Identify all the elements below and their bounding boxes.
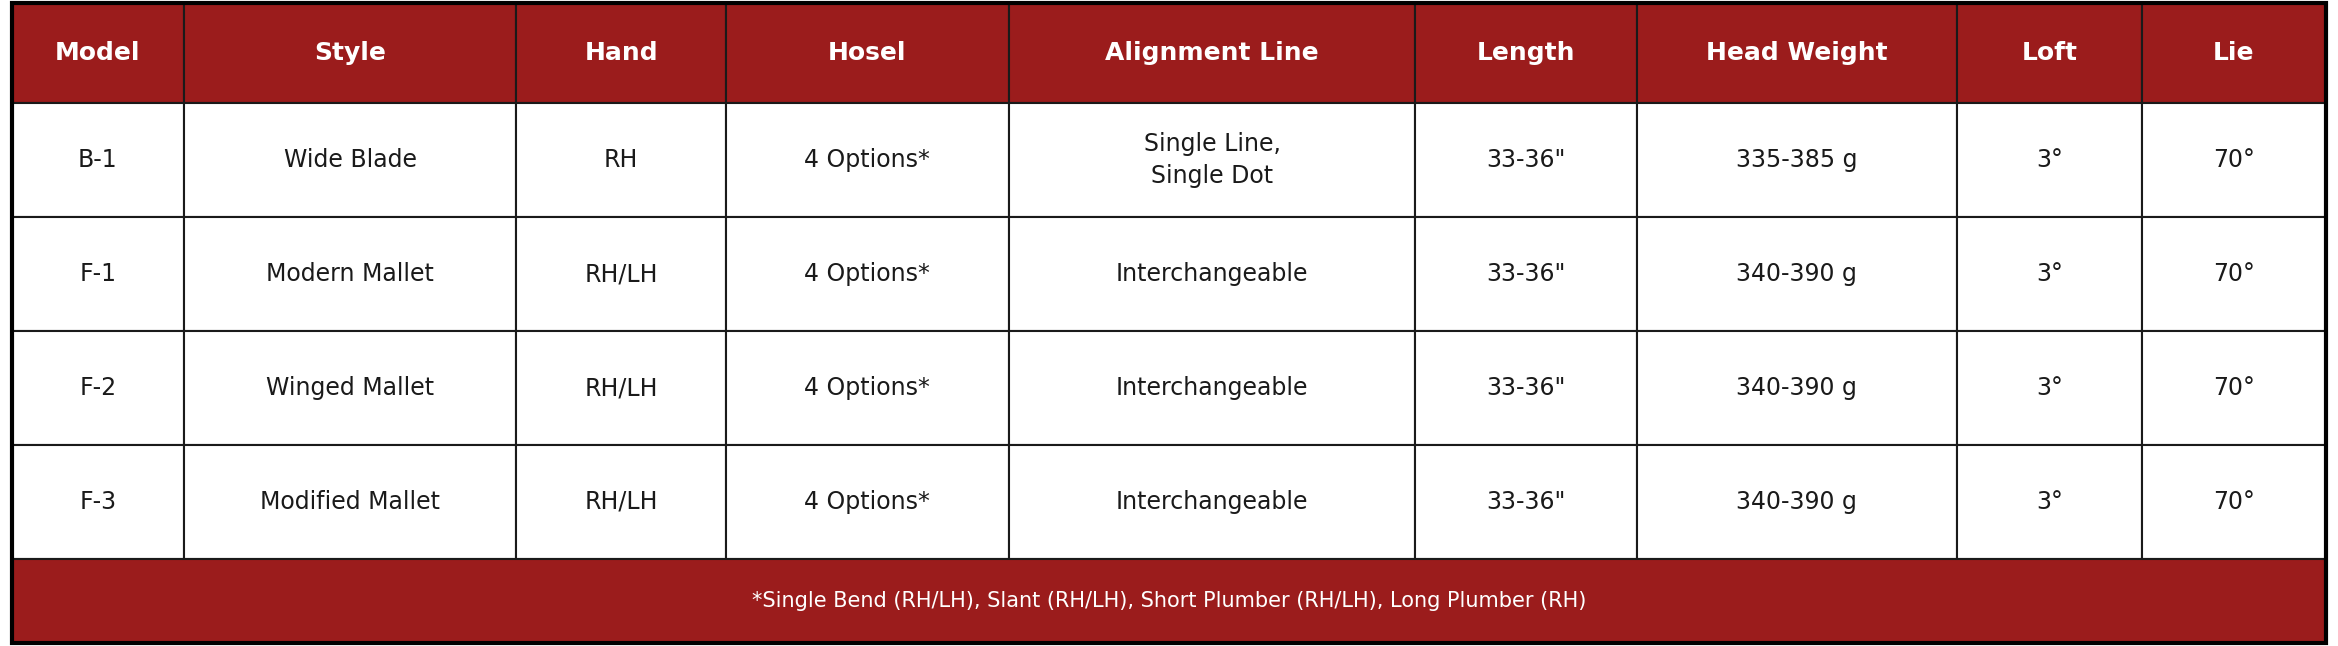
FancyBboxPatch shape [185, 445, 517, 559]
Text: 70°: 70° [2214, 490, 2254, 514]
FancyBboxPatch shape [1414, 103, 1637, 217]
Text: 335-385 g: 335-385 g [1737, 149, 1859, 172]
Text: 70°: 70° [2214, 149, 2254, 172]
FancyBboxPatch shape [1010, 3, 1414, 103]
Text: Hosel: Hosel [828, 41, 907, 65]
FancyBboxPatch shape [1010, 445, 1414, 559]
FancyBboxPatch shape [517, 217, 725, 331]
Text: B-1: B-1 [77, 149, 117, 172]
FancyBboxPatch shape [2142, 3, 2326, 103]
Text: Loft: Loft [2022, 41, 2076, 65]
FancyBboxPatch shape [725, 445, 1010, 559]
Text: Wide Blade: Wide Blade [283, 149, 416, 172]
FancyBboxPatch shape [517, 331, 725, 445]
FancyBboxPatch shape [517, 3, 725, 103]
Text: F-2: F-2 [79, 376, 117, 400]
FancyBboxPatch shape [185, 331, 517, 445]
Text: Winged Mallet: Winged Mallet [267, 376, 435, 400]
FancyBboxPatch shape [2142, 331, 2326, 445]
Text: 3°: 3° [2036, 149, 2062, 172]
FancyBboxPatch shape [725, 103, 1010, 217]
FancyBboxPatch shape [1957, 103, 2142, 217]
Text: F-1: F-1 [79, 262, 117, 286]
FancyBboxPatch shape [1957, 331, 2142, 445]
FancyBboxPatch shape [1414, 445, 1637, 559]
Text: 4 Options*: 4 Options* [804, 149, 931, 172]
FancyBboxPatch shape [1637, 3, 1957, 103]
FancyBboxPatch shape [725, 217, 1010, 331]
Text: 4 Options*: 4 Options* [804, 490, 931, 514]
Text: 3°: 3° [2036, 262, 2062, 286]
Text: 3°: 3° [2036, 376, 2062, 400]
FancyBboxPatch shape [1637, 103, 1957, 217]
Text: Model: Model [56, 41, 140, 65]
FancyBboxPatch shape [1010, 217, 1414, 331]
FancyBboxPatch shape [1414, 3, 1637, 103]
FancyBboxPatch shape [1414, 217, 1637, 331]
Text: 340-390 g: 340-390 g [1737, 490, 1856, 514]
FancyBboxPatch shape [1957, 217, 2142, 331]
FancyBboxPatch shape [185, 217, 517, 331]
Text: *Single Bend (RH/LH), Slant (RH/LH), Short Plumber (RH/LH), Long Plumber (RH): *Single Bend (RH/LH), Slant (RH/LH), Sho… [753, 591, 1585, 610]
Text: 4 Options*: 4 Options* [804, 376, 931, 400]
FancyBboxPatch shape [1010, 103, 1414, 217]
Text: 340-390 g: 340-390 g [1737, 262, 1856, 286]
Text: Interchangeable: Interchangeable [1115, 262, 1309, 286]
FancyBboxPatch shape [1637, 217, 1957, 331]
Text: 33-36": 33-36" [1487, 262, 1566, 286]
Text: RH/LH: RH/LH [584, 376, 657, 400]
FancyBboxPatch shape [725, 331, 1010, 445]
FancyBboxPatch shape [12, 3, 185, 103]
Text: 33-36": 33-36" [1487, 376, 1566, 400]
Text: Interchangeable: Interchangeable [1115, 490, 1309, 514]
FancyBboxPatch shape [1957, 445, 2142, 559]
FancyBboxPatch shape [2142, 103, 2326, 217]
FancyBboxPatch shape [185, 103, 517, 217]
FancyBboxPatch shape [185, 3, 517, 103]
Text: 340-390 g: 340-390 g [1737, 376, 1856, 400]
Text: 4 Options*: 4 Options* [804, 262, 931, 286]
Text: Interchangeable: Interchangeable [1115, 376, 1309, 400]
Text: RH/LH: RH/LH [584, 262, 657, 286]
Text: 33-36": 33-36" [1487, 149, 1566, 172]
Text: Length: Length [1478, 41, 1576, 65]
FancyBboxPatch shape [12, 103, 185, 217]
Text: 33-36": 33-36" [1487, 490, 1566, 514]
Text: Lie: Lie [2214, 41, 2254, 65]
FancyBboxPatch shape [2142, 445, 2326, 559]
FancyBboxPatch shape [517, 445, 725, 559]
Text: Modified Mallet: Modified Mallet [260, 490, 440, 514]
FancyBboxPatch shape [1414, 331, 1637, 445]
FancyBboxPatch shape [1637, 331, 1957, 445]
Text: Style: Style [313, 41, 386, 65]
FancyBboxPatch shape [1010, 331, 1414, 445]
FancyBboxPatch shape [517, 103, 725, 217]
Text: 3°: 3° [2036, 490, 2062, 514]
Text: RH: RH [603, 149, 638, 172]
Text: Alignment Line: Alignment Line [1106, 41, 1319, 65]
FancyBboxPatch shape [1637, 445, 1957, 559]
FancyBboxPatch shape [1957, 3, 2142, 103]
Text: RH/LH: RH/LH [584, 490, 657, 514]
FancyBboxPatch shape [12, 331, 185, 445]
FancyBboxPatch shape [12, 217, 185, 331]
Text: Modern Mallet: Modern Mallet [267, 262, 435, 286]
Text: 70°: 70° [2214, 376, 2254, 400]
Text: 70°: 70° [2214, 262, 2254, 286]
FancyBboxPatch shape [12, 445, 185, 559]
Text: Head Weight: Head Weight [1707, 41, 1887, 65]
Text: Single Line,
Single Dot: Single Line, Single Dot [1143, 132, 1281, 188]
FancyBboxPatch shape [12, 559, 2326, 643]
Text: Hand: Hand [584, 41, 657, 65]
FancyBboxPatch shape [2142, 217, 2326, 331]
FancyBboxPatch shape [725, 3, 1010, 103]
Text: F-3: F-3 [79, 490, 117, 514]
